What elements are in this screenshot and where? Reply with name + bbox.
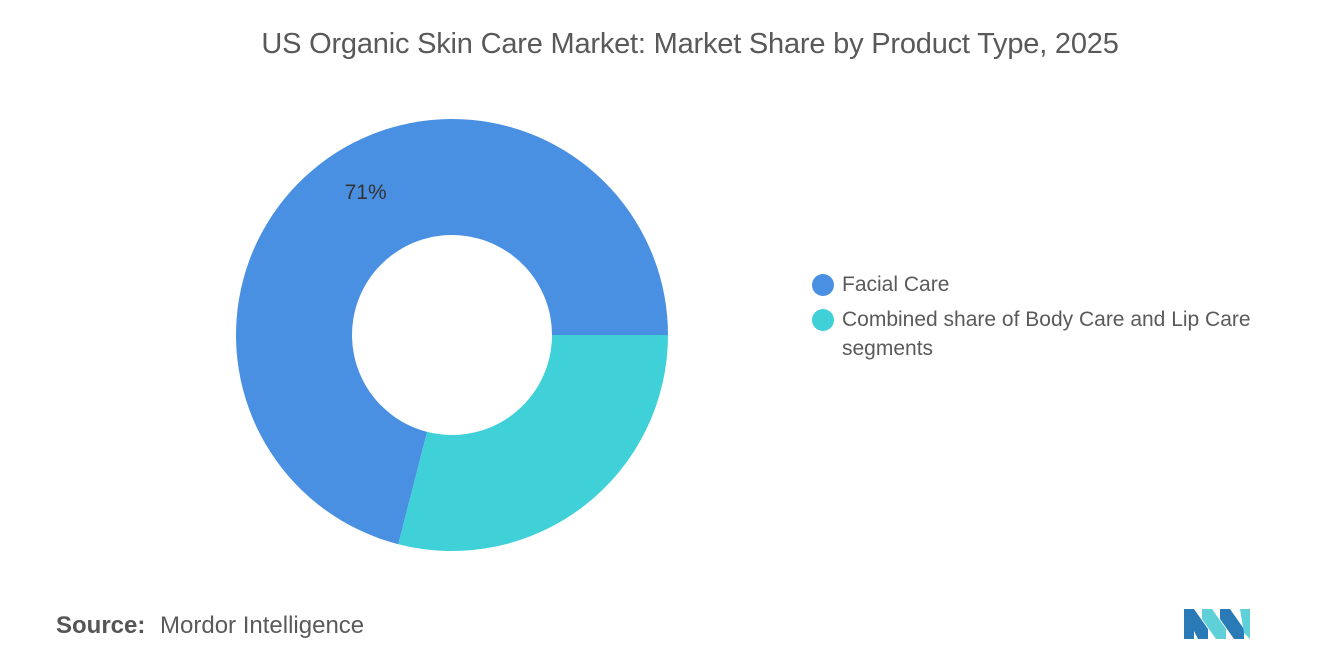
donut-slice-facial-care[interactable] <box>236 119 668 545</box>
donut-slices <box>236 119 669 552</box>
donut-slice-body-lip-care[interactable] <box>398 335 669 552</box>
legend-item-facial-care[interactable]: Facial Care <box>812 270 1282 299</box>
legend-label: Facial Care <box>842 273 950 296</box>
chart-title: US Organic Skin Care Market: Market Shar… <box>261 28 1119 60</box>
chart-legend: Facial Care Combined share of Body Care … <box>812 270 1282 369</box>
mordor-intelligence-logo-icon <box>1184 609 1250 639</box>
legend-swatch-facial-care <box>812 274 834 296</box>
donut-slice-labels: 71% <box>345 181 387 204</box>
slice-value-label: 71% <box>345 181 387 204</box>
legend-swatch-body-lip-care <box>812 309 834 331</box>
source-value: Mordor Intelligence <box>160 612 365 639</box>
source-key: Source: <box>56 612 146 639</box>
legend-item-body-lip-care[interactable]: Combined share of Body Care and Lip Care… <box>812 305 1282 363</box>
legend-label: Combined share of Body Care and Lip Care… <box>842 308 1251 360</box>
source-line: Source: Mordor Intelligence <box>56 612 364 640</box>
